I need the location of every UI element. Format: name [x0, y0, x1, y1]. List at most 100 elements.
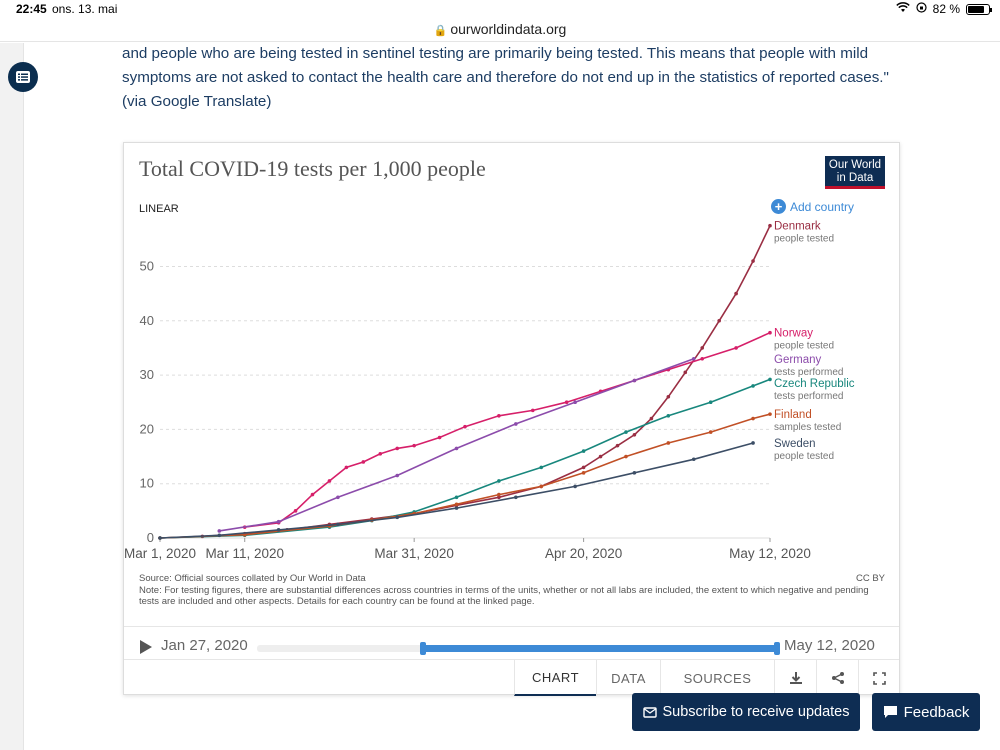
- data-point: [539, 484, 544, 489]
- download-icon: [789, 672, 802, 684]
- owid-logo[interactable]: Our World in Data: [825, 156, 885, 189]
- data-point: [217, 529, 222, 533]
- data-point: [666, 414, 671, 418]
- add-country-button[interactable]: + Add country: [771, 199, 854, 214]
- fullscreen-icon: [873, 671, 886, 685]
- tab-data[interactable]: DATA: [596, 660, 660, 696]
- data-point: [708, 400, 713, 405]
- data-point: [395, 473, 400, 478]
- data-point: [514, 495, 518, 500]
- chart-title: Total COVID-19 tests per 1,000 people: [139, 156, 486, 181]
- data-point: [581, 449, 586, 453]
- feedback-button[interactable]: Feedback: [872, 693, 980, 731]
- tab-sources[interactable]: SOURCES: [660, 660, 774, 696]
- legend-label: Germany: [774, 354, 822, 366]
- data-point: [564, 400, 569, 405]
- list-icon: [16, 71, 30, 83]
- logo-line-2: in Data: [836, 172, 874, 184]
- y-tick-label: 10: [140, 476, 154, 491]
- license-label[interactable]: CC BY: [855, 573, 885, 584]
- data-point: [454, 502, 459, 507]
- data-point: [751, 384, 755, 388]
- data-point: [437, 435, 442, 440]
- data-point: [768, 377, 772, 382]
- line-chart[interactable]: 0 10 20 30 40 50 Mar 1, 2020 Mar 11, 2020 Mar 31…: [124, 143, 899, 573]
- data-point: [666, 394, 671, 399]
- x-tick-label: Mar 11, 2020: [205, 546, 284, 561]
- status-date: ons. 13. mai: [52, 2, 118, 16]
- subscribe-button[interactable]: Subscribe to receive updates: [632, 693, 860, 731]
- url-text: ourworldindata.org: [450, 21, 567, 37]
- data-point: [497, 492, 501, 497]
- data-point: [454, 446, 459, 451]
- legend-sublabel: people tested: [774, 451, 834, 462]
- data-point: [666, 441, 671, 445]
- data-point: [624, 430, 628, 434]
- logo-line-1: Our World: [828, 159, 882, 171]
- data-point: [683, 370, 688, 375]
- data-point: [751, 416, 755, 421]
- plus-icon: +: [771, 199, 786, 214]
- data-point: [768, 223, 772, 228]
- sidebar-gutter: [0, 43, 24, 750]
- feedback-label: Feedback: [903, 703, 970, 721]
- article-line: (via Google Translate): [122, 93, 272, 110]
- envelope-icon: [642, 707, 657, 718]
- data-point: [344, 465, 349, 470]
- scale-toggle[interactable]: LINEAR: [139, 203, 179, 215]
- chart-controls: CHART DATA SOURCES: [124, 659, 900, 696]
- battery-percent: 82 %: [932, 2, 960, 16]
- data-point: [734, 346, 738, 350]
- data-point: [768, 330, 772, 335]
- timeline-track[interactable]: [257, 642, 780, 655]
- legend-sublabel: people tested: [774, 341, 834, 352]
- chart-card: Total COVID-19 tests per 1,000 people Ou…: [123, 142, 900, 696]
- data-point: [691, 356, 696, 361]
- table-of-contents-button[interactable]: [8, 62, 38, 92]
- data-point: [573, 400, 577, 405]
- share-button[interactable]: [816, 660, 858, 696]
- timeline-end-handle[interactable]: [774, 642, 780, 655]
- chart-notes: Source: Official sources collated by Our…: [139, 573, 889, 608]
- chart-source[interactable]: Source: Official sources collated by Our…: [139, 573, 366, 584]
- timeline-end-label: May 12, 2020: [784, 637, 875, 654]
- timeline-selected-range: [423, 645, 777, 652]
- timeline-start-handle[interactable]: [420, 642, 427, 655]
- article-line: and people who are being tested in senti…: [122, 45, 869, 62]
- timeline: Jan 27, 2020 May 12, 2020: [124, 626, 899, 662]
- data-point: [649, 416, 654, 421]
- add-country-label: Add country: [790, 199, 855, 214]
- data-point: [454, 495, 459, 500]
- article-body: and people who are being tested in senti…: [122, 42, 912, 114]
- data-point: [395, 446, 400, 451]
- data-point: [632, 433, 637, 437]
- play-button[interactable]: [140, 640, 152, 654]
- legend-sublabel: tests performed: [774, 391, 843, 402]
- data-point: [276, 519, 281, 524]
- series-line-denmark: [159, 225, 771, 539]
- fullscreen-button[interactable]: [858, 660, 900, 696]
- x-tick-label: Apr 20, 2020: [545, 546, 622, 561]
- tab-chart[interactable]: CHART: [514, 660, 596, 696]
- data-point: [497, 414, 501, 418]
- data-point: [700, 356, 705, 361]
- data-point: [463, 424, 467, 429]
- legend-label: Sweden: [774, 438, 816, 450]
- data-point: [276, 528, 281, 532]
- data-point: [454, 506, 459, 510]
- series-line-czech-republic: [159, 378, 771, 539]
- battery-icon: [966, 3, 992, 15]
- series-line-norway: [244, 331, 771, 528]
- data-point: [700, 346, 705, 350]
- data-point: [573, 484, 577, 489]
- y-tick-label: 30: [140, 367, 154, 382]
- legend-label: Czech Republic: [774, 378, 855, 390]
- subscribe-label: Subscribe to receive updates: [662, 704, 850, 720]
- data-point: [539, 465, 544, 470]
- y-tick-label: 20: [140, 421, 154, 436]
- lock-icon: 🔒: [433, 25, 448, 37]
- download-button[interactable]: [774, 660, 816, 696]
- address-bar[interactable]: 🔒 ourworldindata.org: [0, 18, 1000, 42]
- data-point: [530, 408, 535, 413]
- comment-icon: [883, 706, 897, 718]
